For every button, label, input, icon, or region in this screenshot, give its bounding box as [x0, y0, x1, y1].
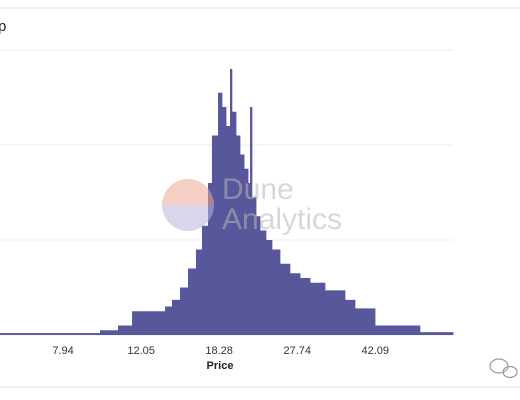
bar [118, 325, 133, 335]
bar [244, 168, 249, 335]
bar [375, 325, 421, 335]
bar [229, 69, 233, 335]
bar [251, 197, 257, 335]
bar [300, 278, 311, 335]
bar [211, 135, 219, 335]
bar [225, 126, 231, 335]
bar [165, 306, 173, 335]
bar [235, 135, 241, 335]
bar [171, 299, 181, 335]
logo-bottom [162, 205, 214, 231]
bar [419, 332, 454, 335]
bar [248, 183, 251, 335]
x-tick-label: 12.05 [127, 345, 155, 357]
bar [207, 183, 213, 335]
bar [271, 249, 281, 335]
bars [0, 69, 454, 335]
watermark-text: Analytics [222, 203, 342, 236]
logo-top [162, 179, 214, 205]
x-tick-label: 7.94 [52, 345, 73, 357]
chart-title: p [0, 18, 6, 35]
x-tick-label: 18.28 [205, 345, 233, 357]
bar [344, 299, 356, 335]
bar [354, 308, 376, 335]
bar [310, 282, 326, 335]
bar [279, 263, 291, 335]
bar [289, 273, 301, 335]
bar [239, 154, 245, 335]
bar [188, 268, 197, 335]
bar [195, 249, 203, 335]
x-tick-label: 42.09 [362, 345, 390, 357]
bar [221, 107, 227, 335]
bar [202, 225, 209, 335]
bar [0, 333, 101, 335]
wechat-icon [489, 358, 518, 379]
watermark: Dune Analytics [162, 173, 342, 236]
x-axis-label: Price [207, 360, 234, 372]
bar [179, 287, 189, 335]
bar [324, 290, 346, 335]
x-tick-label: 27.74 [283, 345, 311, 357]
bar [256, 216, 261, 335]
bar [132, 311, 166, 335]
bar [99, 330, 119, 335]
bar [231, 111, 237, 335]
bar [266, 240, 273, 335]
bar [218, 92, 223, 335]
watermark-text: Dune [222, 173, 294, 206]
bar [250, 107, 253, 335]
bar [260, 230, 267, 335]
x-axis: 7.94 12.05 18.28 27.74 42.09 [52, 345, 389, 357]
